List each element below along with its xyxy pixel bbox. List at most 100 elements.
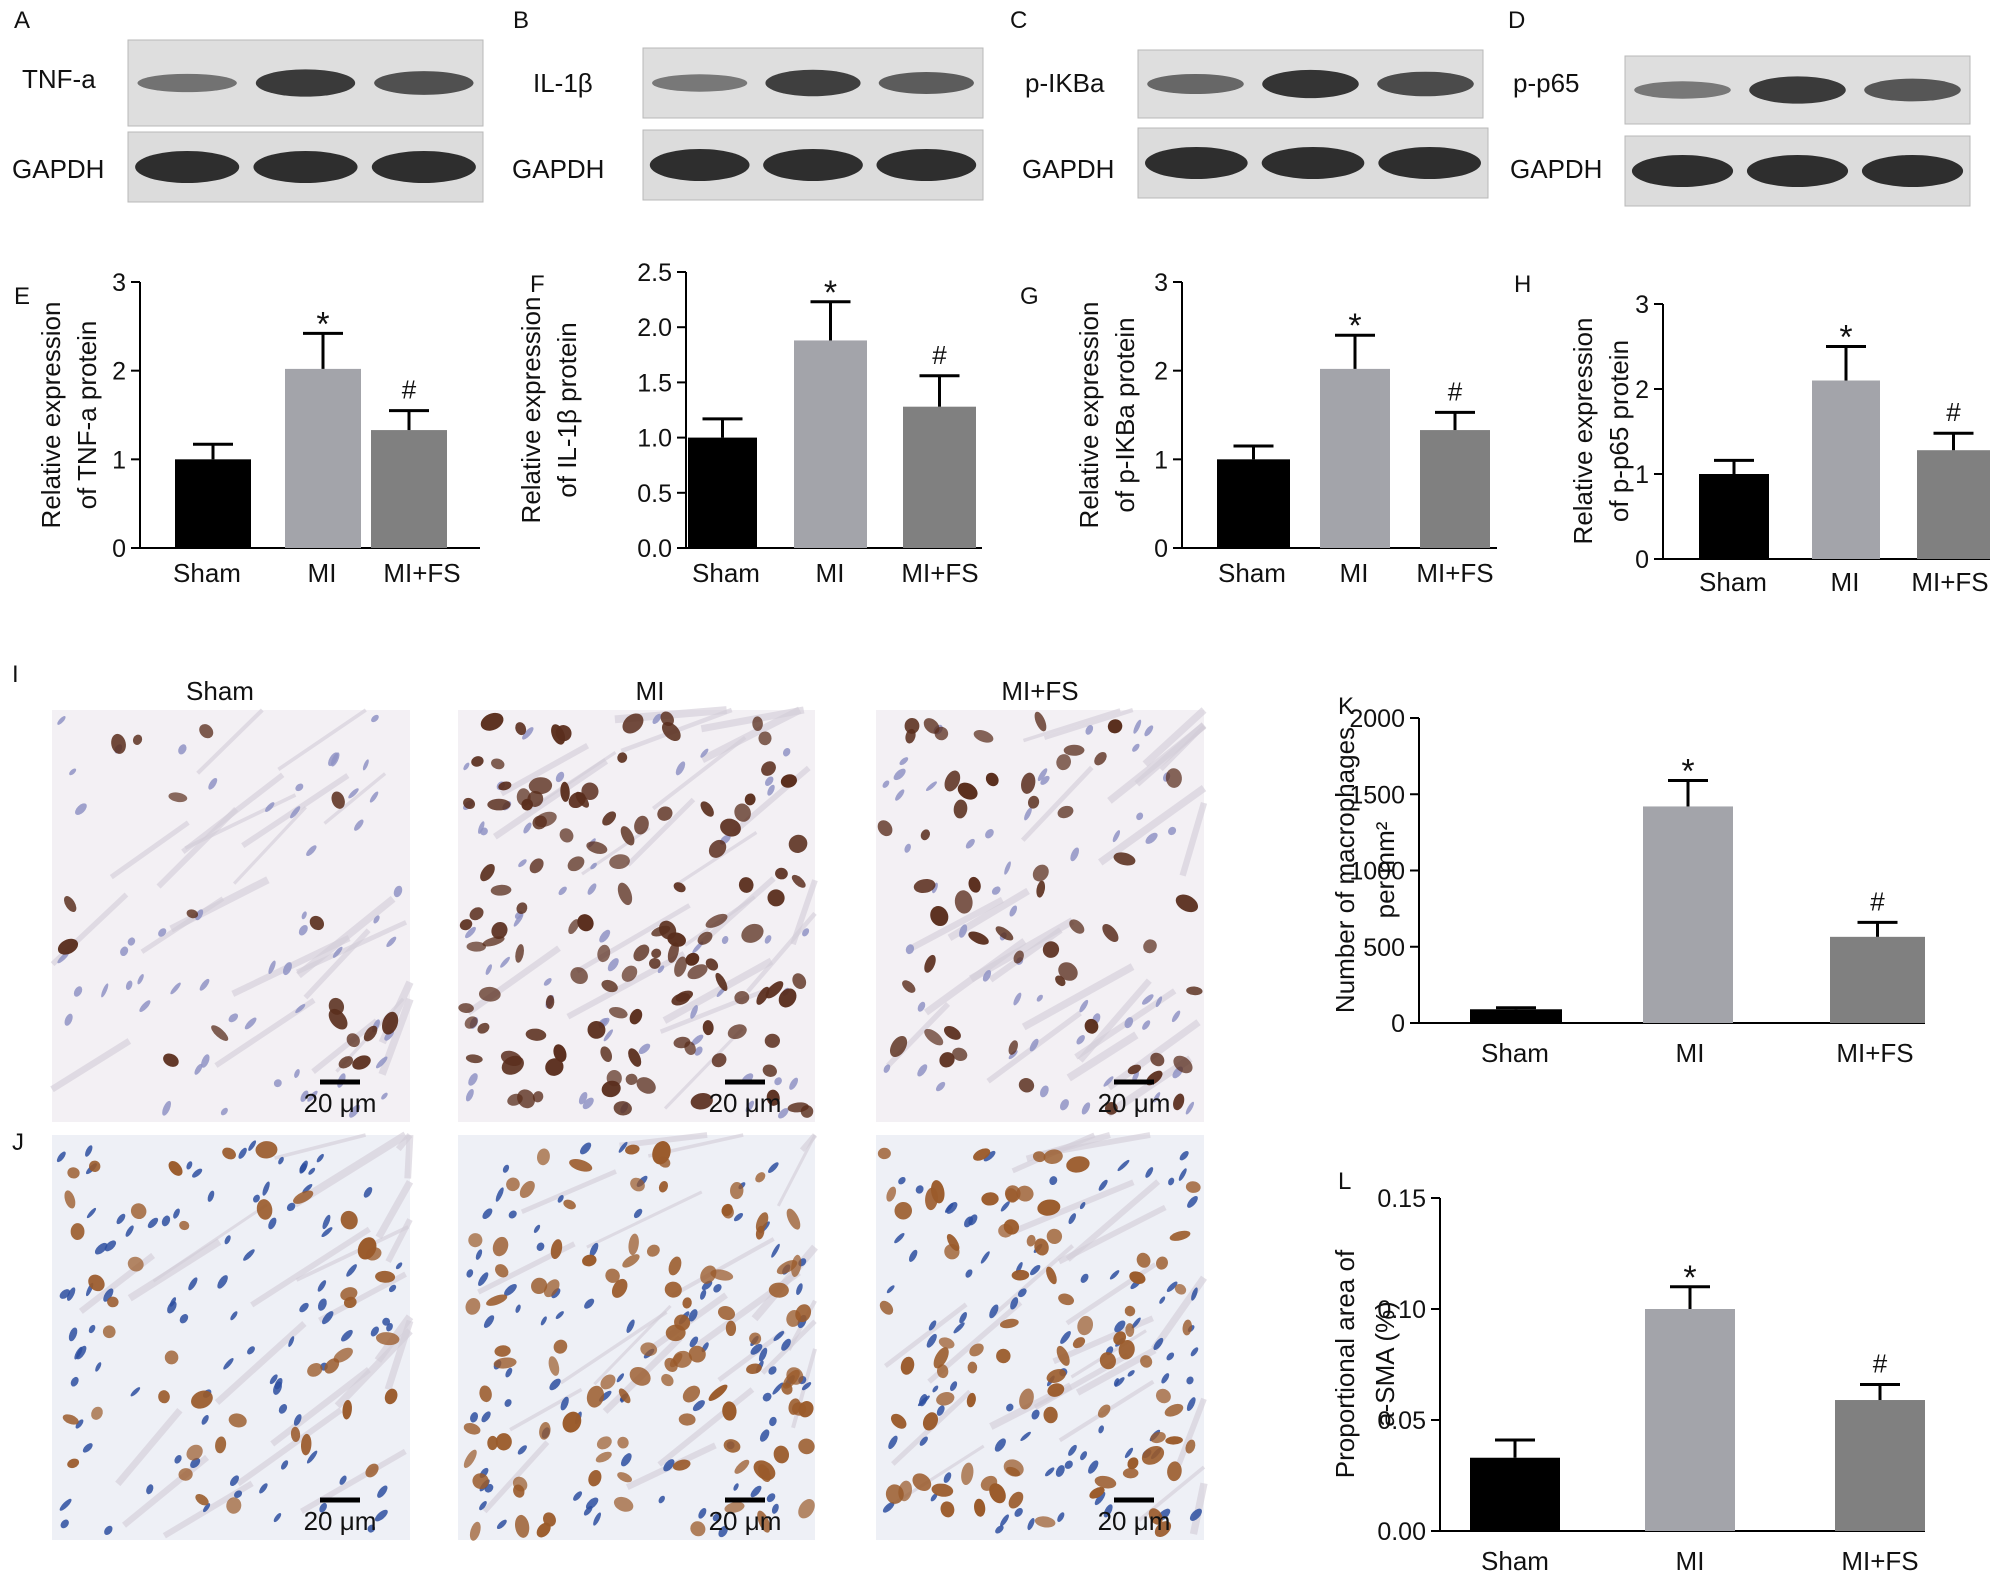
- nucleus: [288, 1336, 295, 1347]
- nucleus: [68, 1327, 78, 1342]
- x-tick-label: MI: [1676, 1038, 1705, 1068]
- x-tick-label: MI: [1676, 1546, 1705, 1576]
- nucleus: [774, 1077, 782, 1086]
- nucleus: [234, 1490, 243, 1499]
- panel-letter: K: [1338, 693, 1354, 720]
- nucleus: [965, 838, 975, 849]
- positive-cell: [64, 896, 77, 913]
- nucleus: [470, 1412, 479, 1423]
- positive-cell: [877, 820, 893, 837]
- positive-cell: [528, 777, 553, 795]
- nucleus: [322, 1214, 331, 1230]
- positive-cell: [1097, 1404, 1111, 1418]
- nucleus: [386, 1323, 393, 1332]
- positive-cell: [651, 948, 662, 959]
- nucleus: [558, 886, 567, 896]
- positive-cell: [780, 774, 797, 788]
- positive-cell: [559, 828, 574, 843]
- positive-cell: [1185, 1181, 1201, 1193]
- nucleus: [1189, 1508, 1202, 1521]
- positive-cell: [1099, 1352, 1116, 1370]
- nucleus: [299, 1163, 307, 1173]
- y-tick-label: 0: [1391, 1010, 1405, 1038]
- positive-cell: [480, 712, 504, 731]
- positive-cell: [130, 1203, 147, 1220]
- positive-cell: [768, 1282, 789, 1298]
- positive-cell: [1026, 1234, 1036, 1247]
- nucleus: [1178, 1168, 1187, 1181]
- positive-cell: [222, 1147, 236, 1160]
- positive-cell: [463, 797, 476, 809]
- nucleus: [1132, 1070, 1139, 1082]
- tissue-fibre: [776, 1134, 817, 1207]
- nucleus: [1112, 830, 1121, 843]
- nucleus: [621, 1453, 632, 1467]
- nucleus: [772, 1382, 784, 1395]
- bar-Sham: [1217, 459, 1290, 548]
- positive-cell: [622, 1254, 640, 1268]
- nucleus: [936, 1405, 945, 1416]
- tissue-fibre: [232, 806, 307, 885]
- positive-cell: [256, 1199, 273, 1220]
- blot-target-label: p-IKBa: [1025, 68, 1105, 98]
- nucleus: [316, 1153, 324, 1163]
- positive-cell: [625, 1144, 640, 1155]
- positive-cell: [163, 1053, 179, 1067]
- tissue-fibre: [619, 1132, 708, 1149]
- nucleus: [771, 1243, 780, 1258]
- positive-cell: [459, 919, 473, 931]
- nucleus: [616, 1373, 625, 1383]
- positive-cell: [912, 1473, 932, 1491]
- positive-cell: [767, 889, 785, 907]
- positive-cell: [606, 1069, 622, 1087]
- nucleus: [700, 748, 709, 758]
- positive-cell: [981, 1192, 999, 1206]
- y-tick-label: 0.05: [1377, 1407, 1426, 1435]
- y-axis-label: Relative expression: [1568, 318, 1598, 545]
- positive-cell: [940, 1501, 955, 1518]
- positive-cell: [519, 1180, 535, 1198]
- tissue-fibre: [109, 820, 190, 880]
- positive-cell: [525, 1028, 547, 1041]
- positive-cell: [923, 718, 940, 734]
- positive-cell: [363, 1025, 378, 1042]
- positive-cell: [766, 1089, 780, 1106]
- nucleus: [968, 1214, 978, 1226]
- positive-cell: [764, 1033, 780, 1048]
- nucleus: [893, 768, 906, 781]
- positive-cell: [487, 798, 511, 811]
- positive-cell: [1150, 1052, 1165, 1067]
- positive-cell: [625, 1073, 638, 1085]
- nucleus: [638, 1043, 651, 1055]
- positive-cell: [1066, 1156, 1090, 1173]
- nucleus: [1155, 996, 1163, 1008]
- significance-star: *: [824, 274, 837, 312]
- nucleus: [230, 1311, 238, 1321]
- positive-cell: [705, 958, 719, 971]
- positive-cell: [1150, 1431, 1166, 1444]
- nucleus: [60, 1519, 69, 1529]
- positive-cell: [720, 818, 741, 837]
- positive-cell: [168, 1161, 183, 1176]
- positive-cell: [1046, 1228, 1063, 1245]
- target-band: [137, 73, 237, 93]
- positive-cell: [553, 1044, 567, 1063]
- nucleus: [1103, 1076, 1114, 1087]
- target-band: [878, 72, 974, 94]
- y-axis-label: Number of macrophages: [1330, 727, 1360, 1013]
- y-tick-label: 0.0: [637, 535, 672, 563]
- positive-cell: [529, 858, 544, 874]
- nucleus: [515, 1304, 521, 1313]
- positive-cell: [969, 1343, 984, 1357]
- y-tick-label: 2.0: [637, 314, 672, 342]
- positive-cell: [1127, 1064, 1142, 1075]
- bar-chart-L: L 0.00 0.05 0.10 0.15 Sham * MI # MI+FS Proportion…: [1330, 1168, 1925, 1576]
- positive-cell: [952, 1047, 968, 1061]
- nucleus: [57, 951, 70, 964]
- bar-MI: [285, 368, 361, 548]
- nucleus: [280, 1460, 289, 1470]
- nucleus: [301, 911, 307, 920]
- nucleus: [930, 1493, 938, 1502]
- positive-cell: [968, 931, 989, 945]
- positive-cell: [954, 890, 973, 914]
